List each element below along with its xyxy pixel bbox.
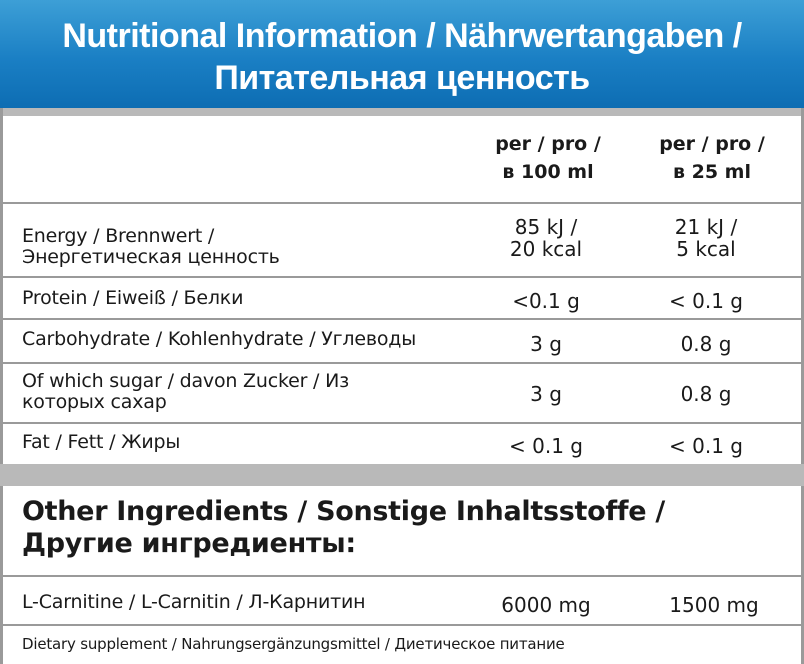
section-divider-band bbox=[0, 464, 804, 486]
energy-25ml-kcal: 5 kcal bbox=[676, 237, 736, 261]
column-header-100ml-line1: per / pro / bbox=[495, 133, 601, 155]
title-line-2: Питательная ценность bbox=[214, 59, 590, 97]
other-ingredients-title-line1: Other Ingredients / Sonstige Inhaltsstof… bbox=[22, 496, 665, 527]
l-carnitine-value-100ml: 6000 mg bbox=[501, 593, 591, 617]
column-header-100ml-line2: в 100 ml bbox=[502, 161, 594, 183]
sugar-value-25ml: 0.8 g bbox=[680, 382, 732, 406]
title-banner: Nutritional Information / Nährwertangabe… bbox=[0, 0, 804, 108]
fat-label: Fat / Fett / Жиры bbox=[22, 431, 181, 453]
l-carnitine-value-25ml: 1500 mg bbox=[669, 593, 759, 617]
energy-value-25ml: 21 kJ / 5 kcal bbox=[636, 216, 776, 260]
energy-100ml-kj: 85 kJ / bbox=[514, 215, 578, 239]
title-line-1: Nutritional Information / Nährwertangabe… bbox=[62, 17, 742, 55]
sugar-value-100ml: 3 g bbox=[530, 382, 562, 406]
energy-label-line1: Energy / Brennwert / bbox=[22, 225, 215, 247]
row-divider bbox=[0, 575, 804, 577]
energy-25ml-kj: 21 kJ / bbox=[674, 215, 738, 239]
carbohydrate-label: Carbohydrate / Kohlenhydrate / Углеводы bbox=[22, 328, 416, 350]
energy-value-100ml: 85 kJ / 20 kcal bbox=[476, 216, 616, 260]
sugar-label-line2: которых сахар bbox=[22, 391, 167, 413]
left-border bbox=[0, 108, 3, 664]
energy-100ml-kcal: 20 kcal bbox=[509, 237, 583, 261]
protein-value-100ml: <0.1 g bbox=[512, 289, 580, 313]
other-ingredients-title: Other Ingredients / Sonstige Inhaltsstof… bbox=[22, 496, 782, 560]
row-divider bbox=[0, 276, 804, 278]
column-header-25ml-line2: в 25 ml bbox=[672, 161, 751, 183]
energy-label: Energy / Brennwert / Энергетическая ценн… bbox=[22, 226, 280, 268]
sugar-label-line1: Of which sugar / davon Zucker / Из bbox=[22, 370, 349, 392]
sugar-label: Of which sugar / davon Zucker / Из котор… bbox=[22, 371, 349, 413]
protein-label: Protein / Eiweiß / Белки bbox=[22, 287, 244, 309]
row-divider bbox=[0, 318, 804, 320]
top-divider-band bbox=[0, 108, 804, 116]
fat-value-100ml: < 0.1 g bbox=[509, 434, 583, 458]
column-header-25ml-line1: per / pro / bbox=[659, 133, 765, 155]
energy-label-line2: Энергетическая ценность bbox=[22, 246, 280, 268]
row-divider bbox=[0, 422, 804, 424]
column-header-100ml: per / pro / в 100 ml bbox=[478, 130, 618, 186]
carbohydrate-value-25ml: 0.8 g bbox=[680, 332, 732, 356]
column-header-25ml: per / pro / в 25 ml bbox=[642, 130, 782, 186]
l-carnitine-label: L-Carnitine / L-Carnitin / Л-Карнитин bbox=[22, 591, 366, 613]
row-divider bbox=[0, 362, 804, 364]
fat-value-25ml: < 0.1 g bbox=[669, 434, 743, 458]
other-ingredients-title-line2: Другие ингредиенты: bbox=[22, 528, 356, 559]
row-divider bbox=[0, 202, 804, 204]
row-divider bbox=[0, 624, 804, 626]
footer-note: Dietary supplement / Nahrungsergänzungsm… bbox=[22, 635, 565, 653]
right-border bbox=[801, 108, 804, 664]
carbohydrate-value-100ml: 3 g bbox=[530, 332, 562, 356]
protein-value-25ml: < 0.1 g bbox=[669, 289, 743, 313]
